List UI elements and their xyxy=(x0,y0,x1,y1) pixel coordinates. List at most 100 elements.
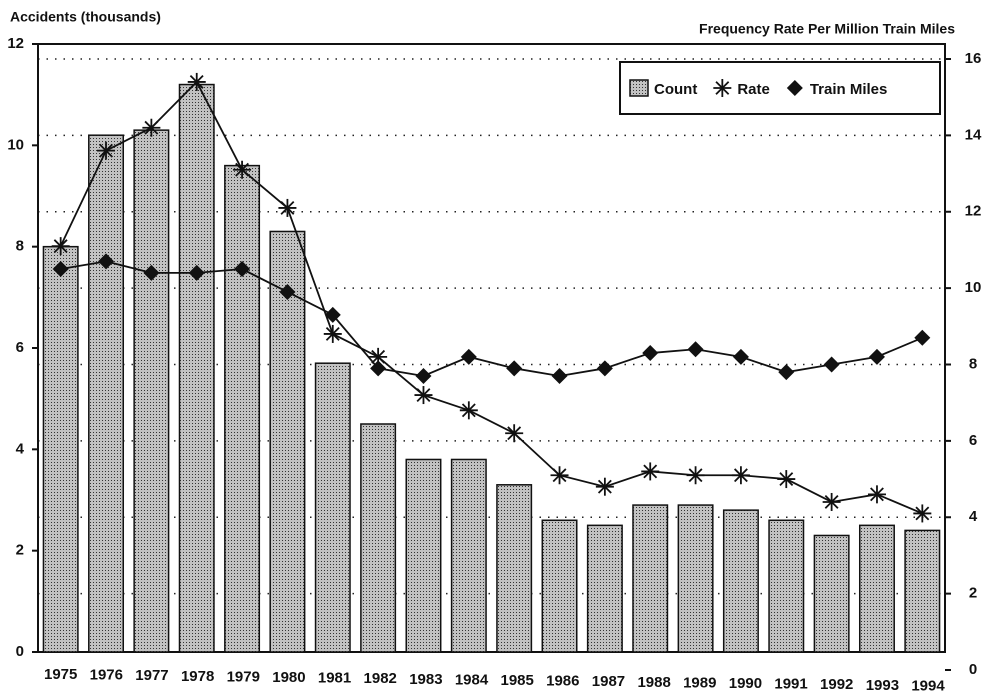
bar xyxy=(269,230,306,653)
asterisk-stroke xyxy=(507,426,522,441)
asterisk-stroke xyxy=(461,403,476,418)
asterisk-marker xyxy=(713,79,732,97)
legend-label: Rate xyxy=(737,81,770,98)
diamond-marker xyxy=(786,80,803,96)
diamond-marker xyxy=(551,367,568,384)
diamond-marker xyxy=(914,329,931,346)
diamond-marker xyxy=(415,367,432,384)
bar xyxy=(133,129,170,653)
x-tick-label: 1982 xyxy=(364,670,397,687)
diamond-marker xyxy=(732,348,749,365)
asterisk-marker xyxy=(278,198,297,217)
bar xyxy=(722,509,759,653)
asterisk-stroke xyxy=(325,327,340,341)
diamond-marker xyxy=(52,261,69,278)
asterisk-stroke xyxy=(688,468,703,483)
legend-label: Train Miles xyxy=(810,81,888,98)
asterisk-stroke xyxy=(416,388,431,402)
left-axis-title: Accidents (thousands) xyxy=(10,9,161,25)
asterisk-marker xyxy=(731,466,750,485)
y2-tick-label: 0 xyxy=(969,661,977,678)
asterisk-marker xyxy=(459,401,478,420)
y-tick-label: 4 xyxy=(16,440,25,457)
bar xyxy=(178,83,215,653)
x-tick-label: 1975 xyxy=(44,666,77,683)
bar xyxy=(677,504,714,653)
asterisk-marker xyxy=(369,347,388,366)
x-tick-label: 1990 xyxy=(729,675,762,692)
diamond-marker xyxy=(98,253,115,270)
y2-tick-label: 2 xyxy=(969,585,977,602)
asterisk-marker xyxy=(505,424,524,443)
x-tick-label: 1980 xyxy=(272,669,305,686)
asterisk-marker xyxy=(187,72,206,91)
y-tick-label: 12 xyxy=(7,35,24,52)
diamond-marker xyxy=(324,306,341,323)
legend: Count Rate Train Miles xyxy=(619,61,941,115)
bar xyxy=(405,458,442,653)
bar xyxy=(632,504,669,653)
asterisk-stroke xyxy=(779,472,794,486)
asterisk-stroke xyxy=(371,349,386,364)
diamond-marker xyxy=(687,341,704,358)
bar xyxy=(813,534,850,653)
x-tick-label: 1979 xyxy=(227,668,260,685)
asterisk-stroke xyxy=(643,464,658,479)
diamond-marker xyxy=(778,364,795,381)
diamond-marker xyxy=(370,360,387,377)
x-tick-label: 1994 xyxy=(911,677,945,694)
bar xyxy=(42,245,79,653)
diamond-marker xyxy=(188,264,205,281)
x-tick-label: 1976 xyxy=(90,667,123,684)
legend-label: Count xyxy=(654,81,697,98)
diamond-marker xyxy=(596,360,613,377)
legend-swatch xyxy=(629,79,649,97)
bar xyxy=(450,458,487,653)
y-tick-label: 10 xyxy=(7,136,24,153)
asterisk-marker xyxy=(51,237,70,256)
diamond-marker xyxy=(143,264,160,281)
asterisk-stroke xyxy=(824,495,839,509)
asterisk-stroke xyxy=(53,239,68,254)
x-tick-label: 1992 xyxy=(820,676,853,693)
y-tick-label: 0 xyxy=(16,643,24,660)
bar xyxy=(88,134,125,653)
y-tick-label: 6 xyxy=(16,339,24,356)
diamond-marker xyxy=(642,345,659,362)
y2-tick-label: 12 xyxy=(965,203,982,220)
y2-tick-label: 4 xyxy=(969,508,978,525)
asterisk-marker xyxy=(414,386,433,405)
asterisk-marker xyxy=(641,462,660,481)
y-tick-label: 8 xyxy=(16,238,24,255)
x-tick-label: 1983 xyxy=(409,671,442,688)
bar xyxy=(496,484,533,653)
asterisk-stroke xyxy=(552,468,567,483)
asterisk-stroke xyxy=(733,468,748,483)
asterisk-marker xyxy=(233,160,252,179)
x-tick-label: 1981 xyxy=(318,670,351,687)
x-tick-label: 1986 xyxy=(546,673,579,690)
y2-tick-label: 6 xyxy=(969,432,977,449)
asterisk-stroke xyxy=(715,81,730,95)
diamond-marker xyxy=(234,261,251,278)
line xyxy=(60,260,923,377)
x-tick-label: 1993 xyxy=(866,677,899,694)
y-tick-label: 2 xyxy=(16,542,24,559)
right-axis-title: Frequency Rate Per Million Train Miles xyxy=(699,21,955,37)
asterisk-stroke xyxy=(144,120,159,135)
asterisk-marker xyxy=(686,466,705,485)
legend-box xyxy=(619,61,941,115)
diamond-marker xyxy=(823,356,840,373)
asterisk-marker xyxy=(550,466,569,485)
x-tick-label: 1978 xyxy=(181,668,214,685)
x-tick-label: 1985 xyxy=(500,672,533,689)
x-tick-label: 1987 xyxy=(592,673,625,690)
asterisk-marker xyxy=(97,141,116,160)
asterisk-stroke xyxy=(99,143,113,158)
diamond-marker xyxy=(460,348,477,365)
asterisk-stroke xyxy=(189,74,204,89)
asterisk-marker xyxy=(822,492,841,511)
asterisk-marker xyxy=(323,324,342,343)
asterisk-stroke xyxy=(870,487,884,502)
